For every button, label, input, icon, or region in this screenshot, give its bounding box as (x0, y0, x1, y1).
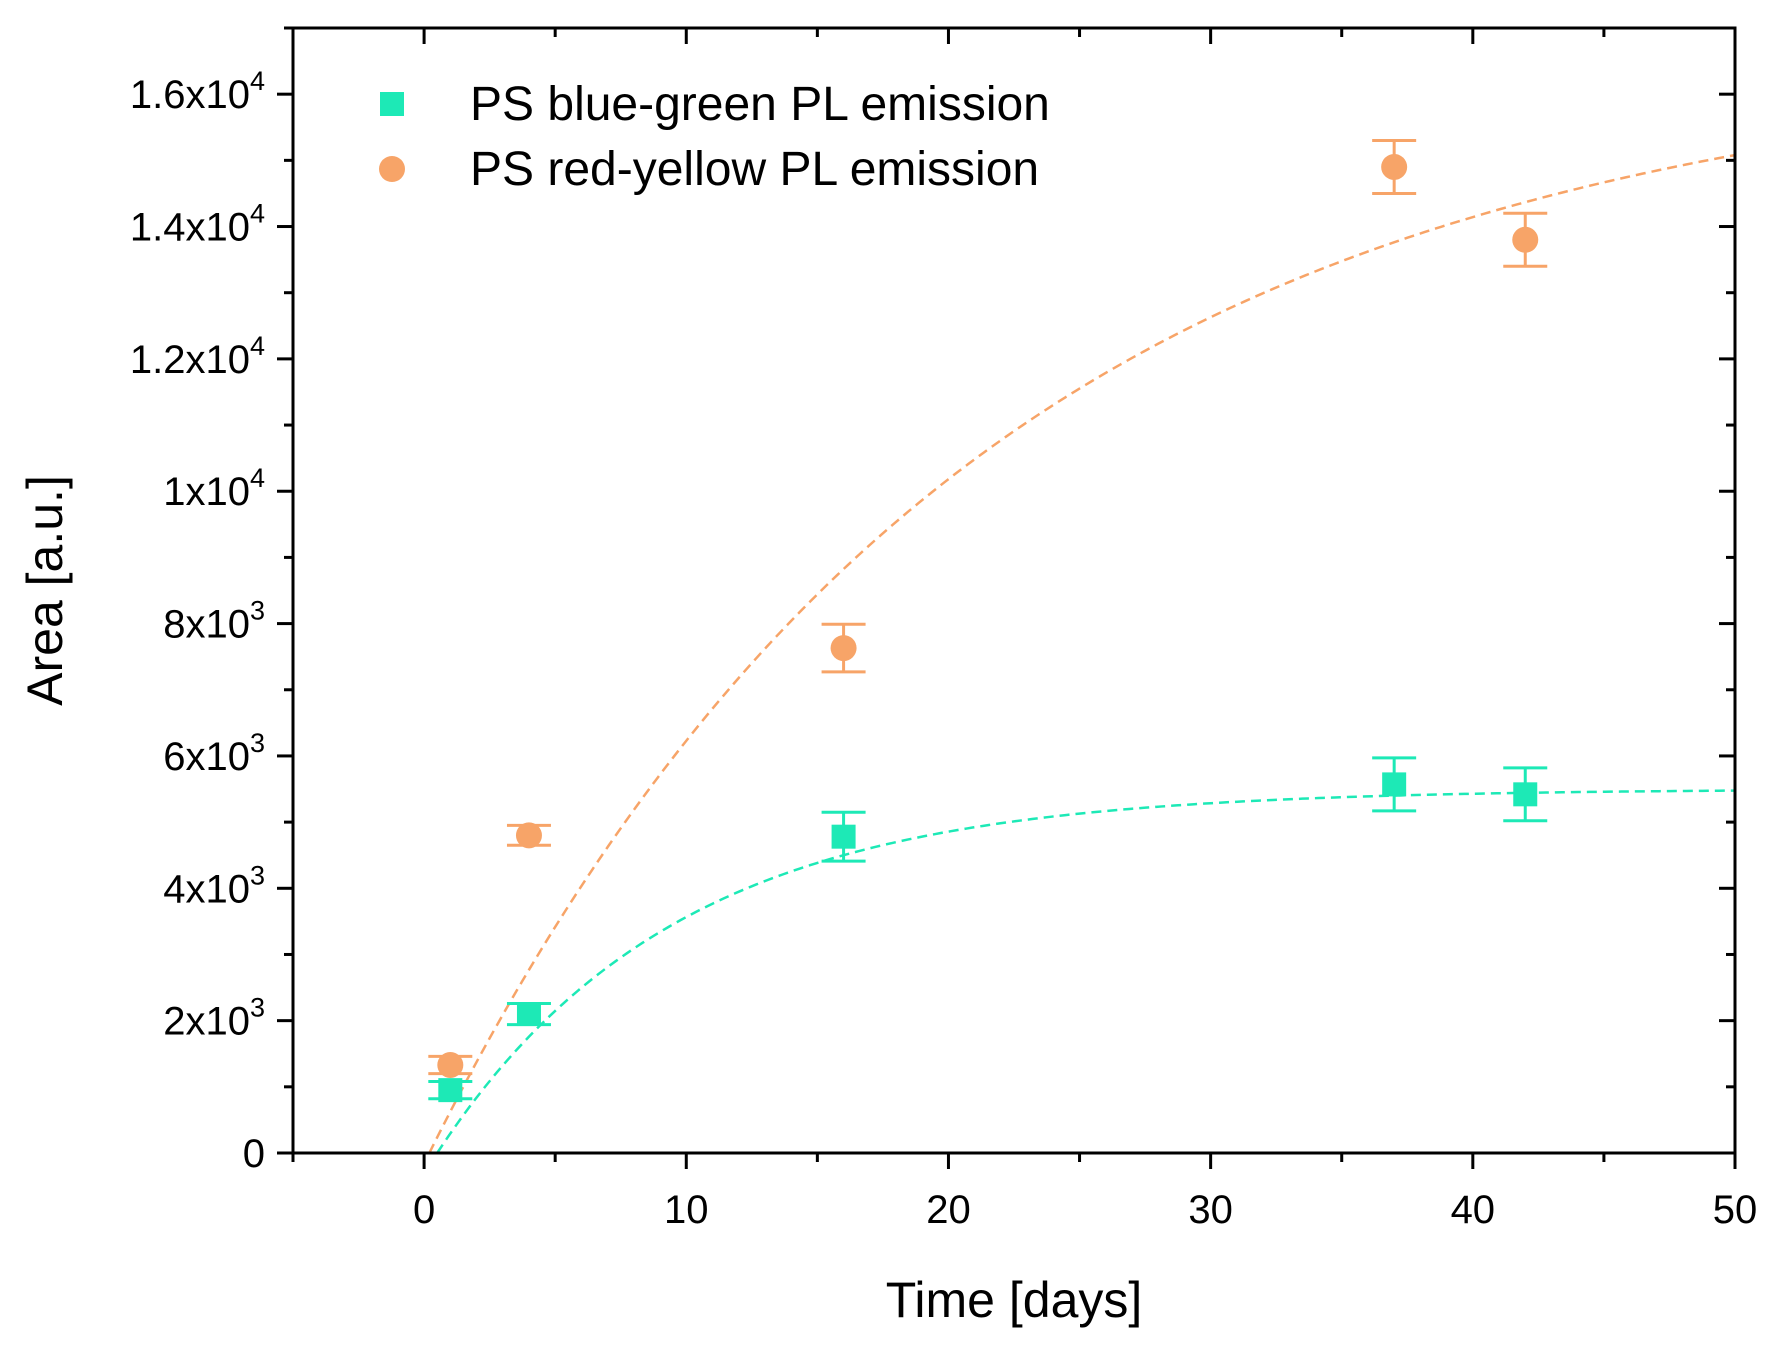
legend-marker-square (380, 92, 404, 116)
data-point-circle (830, 635, 857, 662)
x-tick-label: 10 (664, 1188, 709, 1232)
x-axis-label: Time [days] (886, 1272, 1143, 1328)
y-tick-label: 2x103 (163, 993, 265, 1044)
data-point-square (1513, 782, 1538, 807)
data-point-circle (1381, 153, 1408, 180)
legend-label: PS blue-green PL emission (470, 78, 1050, 131)
y-tick-label: 1.4x104 (130, 199, 265, 250)
x-tick-label: 50 (1713, 1188, 1758, 1232)
y-tick-label: 1.6x104 (130, 66, 265, 117)
legend: PS blue-green PL emission PS red-yellow P… (379, 78, 1050, 196)
data-point-square (516, 1002, 541, 1027)
data-point-circle (1512, 226, 1539, 253)
data-point-circle (437, 1051, 464, 1078)
tick-labels: 0 10 20 30 40 50 0 2x103 4x103 6x103 8x103 1x104 1.2… (130, 66, 1757, 1232)
legend-marker-circle (379, 156, 405, 182)
legend-label: PS red-yellow PL emission (470, 143, 1039, 196)
x-tick-label: 30 (1188, 1188, 1233, 1232)
y-tick-label: 4x103 (163, 860, 265, 911)
x-tick-label: 40 (1451, 1188, 1496, 1232)
y-tick-label: 1.2x104 (130, 331, 265, 382)
data-point-circle (515, 822, 542, 849)
y-tick-label: 6x103 (163, 728, 265, 779)
fit-curve (428, 153, 1736, 1154)
data-points (437, 153, 1539, 1103)
axes (277, 26, 1737, 1169)
fit-curve (436, 789, 1736, 1154)
plot-frame (291, 26, 1737, 1155)
data-point-square (831, 824, 856, 849)
y-axis-label: Area [a.u.] (17, 475, 73, 706)
x-tick-label: 20 (926, 1188, 971, 1232)
y-tick-label: 0 (243, 1132, 265, 1176)
y-tick-label: 8x103 (163, 596, 265, 647)
error-bars (428, 139, 1548, 1101)
data-point-square (438, 1078, 463, 1103)
y-tick-label: 1x104 (163, 463, 265, 514)
x-tick-label: 0 (413, 1188, 435, 1232)
data-point-square (1382, 772, 1407, 797)
fit-curves (428, 153, 1736, 1154)
